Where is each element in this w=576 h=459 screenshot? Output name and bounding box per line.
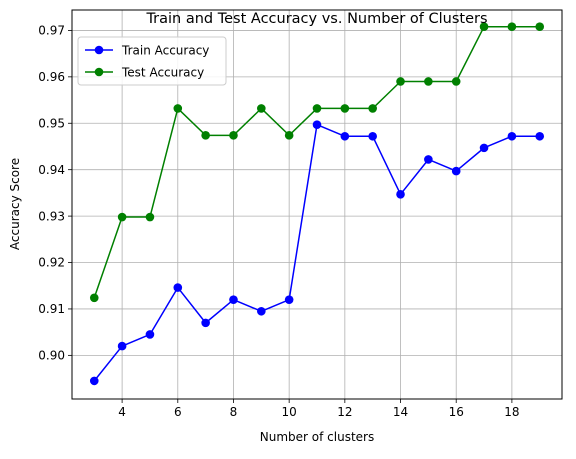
x-tick-label: 8 bbox=[230, 405, 238, 419]
data-point-test bbox=[312, 104, 322, 113]
data-point-test bbox=[89, 293, 99, 303]
data-point-train bbox=[451, 166, 461, 176]
y-tick-label: 0.96 bbox=[38, 70, 65, 84]
data-point-train bbox=[201, 318, 210, 328]
data-point-train bbox=[424, 155, 433, 164]
data-point-train bbox=[340, 131, 350, 141]
data-point-test bbox=[257, 104, 266, 113]
y-tick-label: 0.91 bbox=[38, 302, 65, 316]
x-tick-label: 18 bbox=[504, 405, 519, 419]
data-point-train bbox=[229, 295, 238, 304]
y-tick-label: 0.95 bbox=[38, 116, 65, 130]
data-point-train bbox=[284, 295, 294, 304]
y-tick-label: 0.94 bbox=[38, 163, 65, 177]
legend-swatch-train-marker bbox=[94, 45, 104, 55]
legend-label-train: Train Accuracy bbox=[121, 44, 209, 58]
legend-label-test: Test Accuracy bbox=[121, 66, 204, 80]
ticks: 4 6 8 10 12 14 16 18 0.90 0.91 0.92 0.93 0.94 0.95 0.9… bbox=[38, 24, 519, 419]
x-tick-label: 12 bbox=[337, 405, 352, 419]
x-tick-label: 6 bbox=[174, 405, 182, 419]
plot-area-frame bbox=[71, 9, 563, 400]
data-point-train bbox=[396, 189, 405, 199]
data-point-test bbox=[507, 22, 517, 32]
data-point-test bbox=[451, 77, 461, 86]
data-point-test bbox=[340, 104, 350, 113]
data-point-train bbox=[257, 306, 266, 316]
y-axis-label: Accuracy Score bbox=[8, 158, 22, 250]
x-tick-label: 14 bbox=[393, 405, 408, 419]
legend-swatch-test-marker bbox=[94, 67, 104, 77]
data-point-train bbox=[173, 283, 183, 292]
x-tick-label: 16 bbox=[449, 405, 464, 419]
data-point-test bbox=[117, 212, 127, 222]
y-tick-label: 0.92 bbox=[38, 256, 65, 270]
legend-box bbox=[77, 36, 227, 86]
data-point-test bbox=[173, 104, 183, 113]
data-point-train bbox=[117, 341, 127, 351]
data-point-test bbox=[145, 212, 155, 222]
data-point-test bbox=[535, 22, 545, 32]
data-point-test bbox=[229, 131, 238, 140]
y-tick-label: 0.93 bbox=[38, 209, 65, 223]
x-axis-label: Number of clusters bbox=[260, 430, 374, 444]
data-point-test bbox=[479, 22, 489, 32]
data-point-train bbox=[479, 143, 489, 153]
data-point-test bbox=[201, 131, 210, 140]
data-point-test bbox=[284, 131, 294, 140]
data-point-train bbox=[312, 120, 322, 129]
chart-title: Train and Test Accuracy vs. Number of Cl… bbox=[145, 11, 487, 27]
data-point-test bbox=[424, 77, 433, 86]
data-point-test bbox=[396, 77, 405, 86]
data-point-train bbox=[507, 131, 517, 141]
data-point-train bbox=[535, 131, 545, 141]
y-tick-label: 0.90 bbox=[38, 349, 65, 363]
data-point-train bbox=[145, 330, 155, 339]
y-tick-label: 0.97 bbox=[38, 24, 65, 38]
x-tick-label: 10 bbox=[282, 405, 297, 419]
data-point-test bbox=[368, 104, 377, 113]
data-point-train bbox=[89, 376, 99, 386]
series-layer bbox=[89, 22, 545, 386]
x-tick-label: 4 bbox=[118, 405, 126, 419]
data-point-train bbox=[368, 131, 377, 141]
legend: Train Accuracy Test Accuracy bbox=[77, 36, 227, 86]
